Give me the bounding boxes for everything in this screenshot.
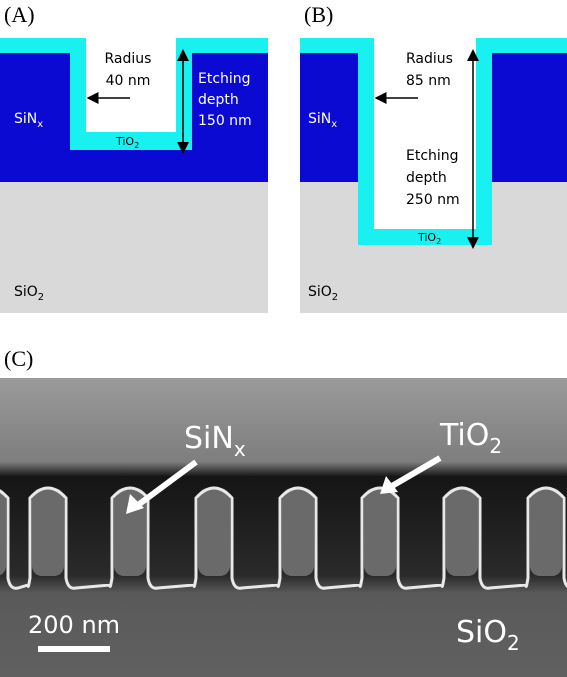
sem-texture (32, 488, 64, 576)
sem-texture (0, 488, 6, 576)
text: SiN (308, 111, 331, 127)
depth-label: depth (406, 170, 447, 186)
sem-texture (282, 488, 314, 576)
subscript: x (234, 437, 246, 461)
sem-texture (364, 488, 396, 576)
scale-bar (38, 646, 110, 652)
text: SiO (308, 284, 332, 300)
text: SiO (14, 284, 38, 300)
layer-label: SiO2 (14, 284, 44, 303)
panel-b: Radius 85 nm Etching depth 250 nm SiNx T… (300, 38, 567, 313)
text: TiO (439, 418, 489, 453)
panel-label: (C) (4, 346, 33, 371)
scale-bar-label: 200 nm (28, 611, 120, 639)
coating-label: TiO2 (439, 418, 502, 458)
radius-label: Radius (406, 51, 453, 67)
layer-label: SiNx (308, 111, 337, 130)
text: SiN (184, 421, 234, 456)
sem-texture (0, 486, 567, 590)
subscript: x (331, 119, 337, 130)
sem-image (0, 378, 567, 677)
text: TiO (115, 135, 134, 148)
subscript: 2 (134, 141, 139, 150)
text: TiO (417, 231, 436, 244)
subscript: 2 (436, 237, 441, 246)
sem-annotations: SiNx TiO2 200 nm SiO2 (28, 418, 520, 655)
subscript: 2 (38, 292, 44, 303)
depth-value: 150 nm (198, 113, 252, 129)
sem-texture (446, 488, 478, 576)
subscript: x (37, 119, 43, 130)
panel-label: (B) (304, 2, 333, 27)
radius-value: 40 nm (106, 73, 151, 89)
depth-value: 250 nm (406, 192, 460, 208)
pillar-label: SiNx (184, 421, 246, 461)
subscript: 2 (489, 434, 502, 458)
layer-label: SiNx (14, 111, 43, 130)
radius-value: 85 nm (406, 73, 451, 89)
text: SiN (14, 111, 37, 127)
layer-label: TiO2 (417, 231, 441, 246)
substrate-label: SiO2 (456, 615, 520, 655)
panel-label: (A) (4, 2, 35, 27)
layer-label: TiO2 (115, 135, 139, 150)
depth-label: Etching (198, 71, 251, 87)
sem-texture (198, 488, 230, 576)
sem-texture (530, 488, 562, 576)
depth-label: Etching (406, 148, 459, 164)
subscript: 2 (507, 631, 520, 655)
layer-label: SiO2 (308, 284, 338, 303)
panel-a: Radius 40 nm Etching depth 150 nm SiNx T… (0, 38, 268, 313)
radius-label: Radius (105, 51, 152, 67)
text: SiO (456, 615, 507, 650)
depth-label: depth (198, 92, 239, 108)
subscript: 2 (332, 292, 338, 303)
